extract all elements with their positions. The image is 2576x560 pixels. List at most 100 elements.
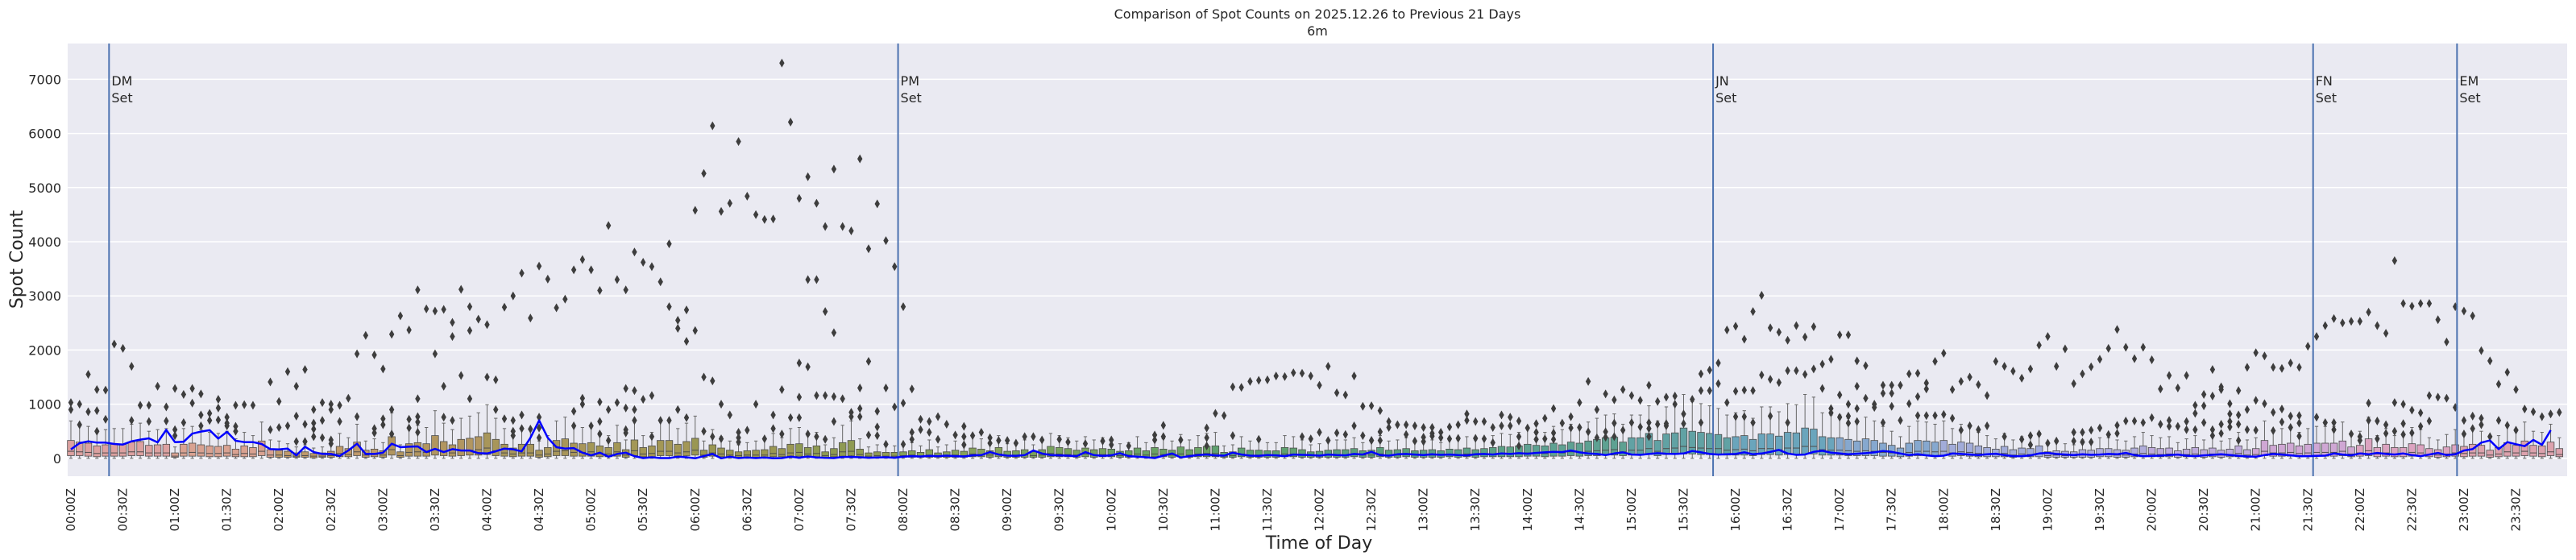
outlier-point <box>588 265 594 275</box>
box <box>396 451 404 458</box>
box <box>2096 448 2104 458</box>
outlier-point <box>1204 433 1209 442</box>
x-tick-label: 10:30Z <box>1156 488 1171 532</box>
x-tick-label: 18:00Z <box>1936 488 1951 532</box>
y-tick-label: 4000 <box>28 234 61 250</box>
box <box>2035 445 2043 458</box>
outlier-point <box>1914 368 1921 378</box>
outlier-point <box>1360 431 1366 441</box>
outlier-point <box>1499 421 1504 430</box>
outlier-point <box>736 438 741 447</box>
outlier-point <box>311 418 317 428</box>
outlier-point <box>1836 330 1843 340</box>
outlier-point <box>1898 380 1903 390</box>
outlier-point <box>1819 359 1825 369</box>
outlier-point <box>892 262 898 272</box>
outlier-point <box>570 265 577 275</box>
box <box>2555 448 2564 458</box>
outlier-point <box>718 206 724 216</box>
outlier-point <box>2279 363 2285 373</box>
outlier-point <box>814 198 819 208</box>
outlier-point <box>1802 370 1808 380</box>
outlier-point <box>1282 371 1288 381</box>
outlier-point <box>215 395 222 404</box>
outlier-point <box>1264 375 1271 384</box>
box <box>1974 445 1983 458</box>
outlier-point <box>918 425 923 434</box>
box <box>1289 447 1297 458</box>
box <box>1836 437 1844 456</box>
box <box>1905 442 1913 457</box>
box <box>1861 438 1870 456</box>
outlier-point <box>2114 429 2120 438</box>
outlier-point <box>961 432 967 442</box>
outlier-point <box>2080 428 2085 438</box>
outlier-point <box>1828 408 1834 417</box>
box <box>2512 445 2520 457</box>
outlier-point <box>2158 419 2163 429</box>
outlier-point <box>1464 409 1470 419</box>
box <box>2209 447 2217 458</box>
outlier-point <box>545 274 551 284</box>
box <box>752 450 760 458</box>
box <box>102 444 110 457</box>
x-tick-label: 07:30Z <box>844 488 858 532</box>
outlier-point <box>1056 434 1062 444</box>
outlier-point <box>2071 379 2076 388</box>
outlier-point <box>1845 418 1852 428</box>
box <box>2338 440 2346 456</box>
box <box>301 451 309 458</box>
box <box>1384 450 1393 458</box>
outlier-point <box>2539 412 2545 421</box>
outlier-point <box>1022 432 1027 442</box>
outlier-point <box>441 413 446 422</box>
outlier-point <box>2097 423 2103 433</box>
outlier-point <box>164 402 169 412</box>
outlier-point <box>2018 434 2025 444</box>
outlier-point <box>883 439 889 449</box>
outlier-point <box>1603 389 1608 399</box>
outlier-point <box>623 428 628 438</box>
outlier-point <box>215 403 222 413</box>
box <box>2451 444 2459 457</box>
outlier-point <box>337 400 342 410</box>
outlier-point <box>484 320 490 330</box>
outlier-point <box>1109 435 1114 445</box>
outlier-point <box>796 359 803 368</box>
outlier-point <box>1550 404 1557 413</box>
outlier-point <box>1993 357 1999 367</box>
outlier-point <box>129 362 135 371</box>
outlier-point <box>1785 417 1790 427</box>
outlier-point <box>718 400 724 409</box>
box <box>1558 444 1566 457</box>
outlier-point <box>1577 398 1583 408</box>
outlier-point <box>2027 364 2034 374</box>
outlier-point <box>935 412 941 421</box>
outlier-point <box>2400 429 2406 439</box>
outlier-point <box>319 398 326 408</box>
outlier-point <box>2184 425 2189 434</box>
outlier-point <box>111 339 117 349</box>
outlier-point <box>2417 299 2424 309</box>
box <box>1333 449 1341 458</box>
box <box>1255 450 1263 458</box>
outlier-point <box>172 384 178 393</box>
box <box>544 446 552 458</box>
outlier-point <box>1481 417 1487 426</box>
outlier-point <box>1785 366 1790 375</box>
box <box>162 443 171 457</box>
x-tick-label: 20:30Z <box>2196 488 2211 532</box>
box <box>821 451 829 458</box>
outlier-point <box>605 436 612 446</box>
box <box>2546 442 2555 456</box>
outlier-point <box>796 413 803 422</box>
outlier-point <box>302 365 308 375</box>
outlier-point <box>2184 417 2189 426</box>
outlier-point <box>1854 404 1860 413</box>
outlier-point <box>745 192 750 201</box>
outlier-point <box>2244 404 2250 414</box>
outlier-point <box>94 406 100 416</box>
y-axis-label: Spot Count <box>7 209 27 309</box>
box <box>1688 430 1696 454</box>
x-tick-label: 10:00Z <box>1104 488 1118 532</box>
